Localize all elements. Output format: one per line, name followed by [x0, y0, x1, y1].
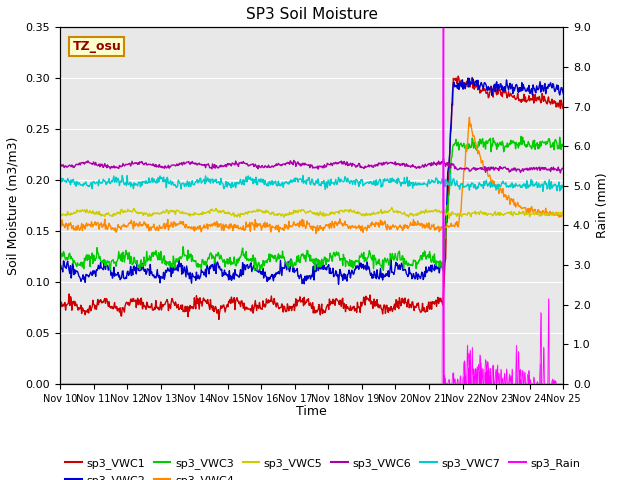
- Legend: sp3_VWC1, sp3_VWC2, sp3_VWC3, sp3_VWC4, sp3_VWC5, sp3_VWC6, sp3_VWC7, sp3_Rain: sp3_VWC1, sp3_VWC2, sp3_VWC3, sp3_VWC4, …: [61, 454, 584, 480]
- Y-axis label: Rain (mm): Rain (mm): [596, 173, 609, 239]
- Title: SP3 Soil Moisture: SP3 Soil Moisture: [246, 7, 378, 22]
- Text: TZ_osu: TZ_osu: [72, 40, 122, 53]
- X-axis label: Time: Time: [296, 405, 327, 418]
- Y-axis label: Soil Moisture (m3/m3): Soil Moisture (m3/m3): [7, 136, 20, 275]
